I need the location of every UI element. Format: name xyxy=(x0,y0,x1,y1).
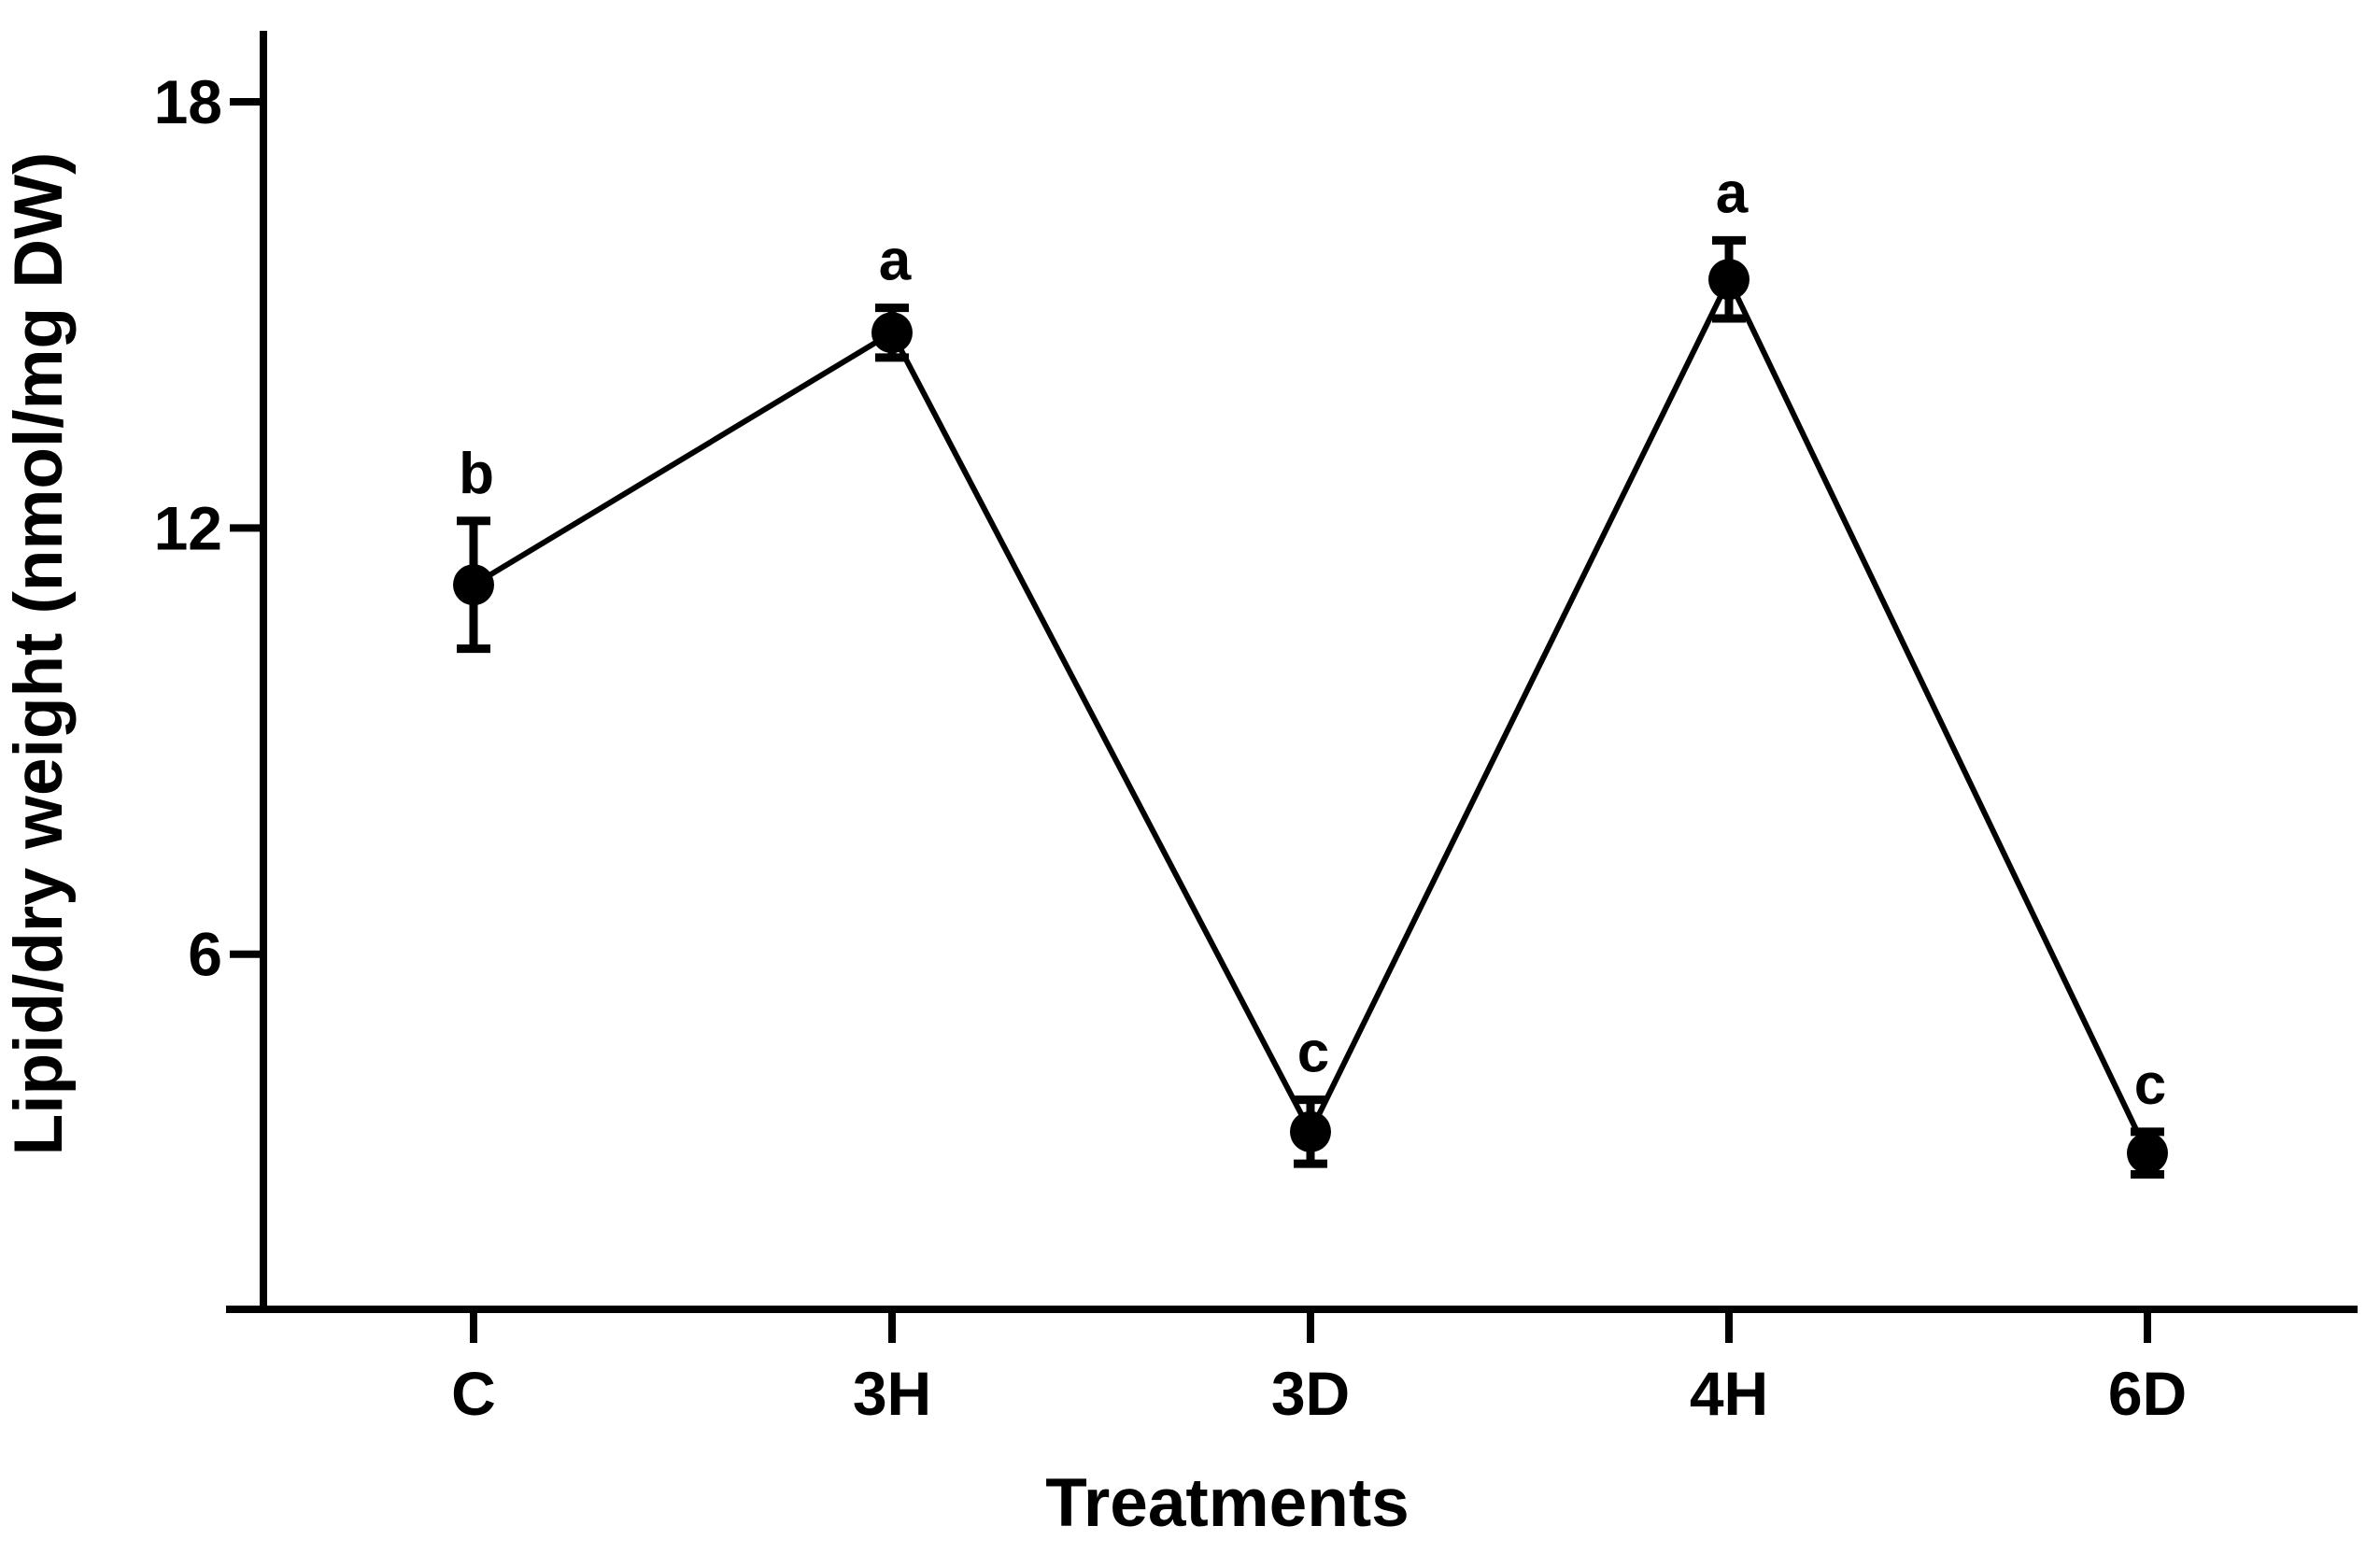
x-tick-label: 6D xyxy=(2108,1359,2187,1428)
data-point xyxy=(1290,1110,1331,1152)
y-axis-title: Lipid/dry weight (nmol/mg DW) xyxy=(1,152,77,1156)
data-point xyxy=(453,564,494,606)
data-point xyxy=(871,312,913,354)
significance-letter: c xyxy=(1297,1021,1329,1085)
x-tick-label: 3D xyxy=(1271,1359,1350,1428)
x-axis-title: Treatments xyxy=(1045,1465,1410,1541)
significance-letter: a xyxy=(879,229,912,293)
y-tick-label: 6 xyxy=(188,920,222,989)
y-tick-label: 12 xyxy=(154,493,222,562)
data-point xyxy=(1708,259,1750,301)
x-tick-label: 4H xyxy=(1690,1359,1768,1428)
x-tick-label: 3H xyxy=(853,1359,931,1428)
data-point xyxy=(2127,1132,2168,1174)
significance-letter: a xyxy=(1716,161,1749,225)
plot-area: 18 12 6 C 3H 3D 4H 6D b a c a c xyxy=(154,31,2358,1428)
significance-letter: c xyxy=(2134,1052,2166,1117)
significance-letter: b xyxy=(459,442,494,506)
y-tick-label: 18 xyxy=(154,67,222,136)
x-tick-label: C xyxy=(451,1359,496,1428)
